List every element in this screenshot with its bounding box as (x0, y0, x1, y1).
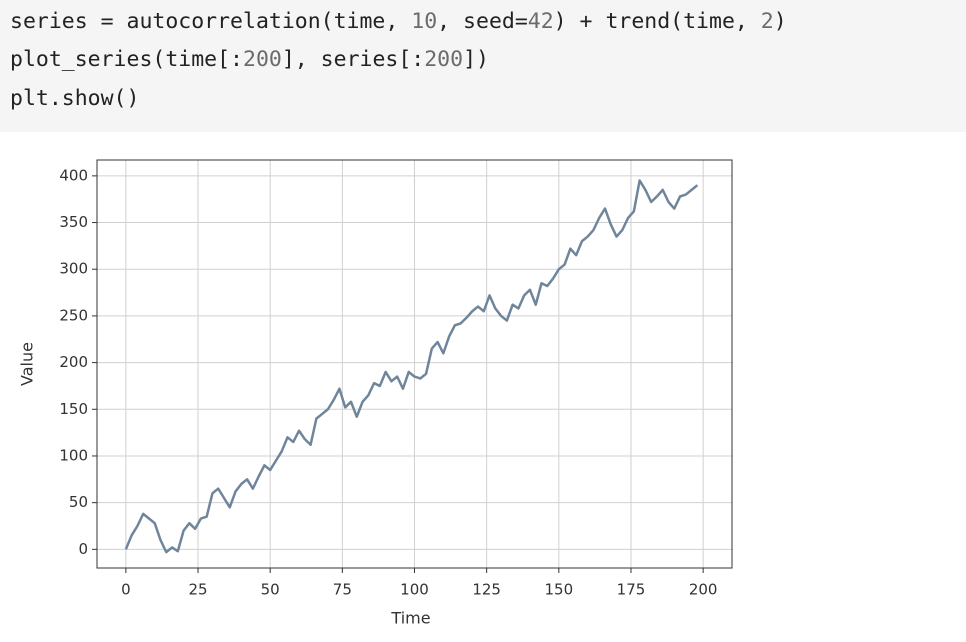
y-tick-label: 350 (59, 213, 88, 231)
x-tick-label: 100 (400, 581, 429, 599)
x-axis-label: Time (390, 609, 430, 628)
y-tick-label: 0 (78, 540, 88, 558)
code-line: plt.show() (10, 86, 140, 111)
x-tick-label: 50 (261, 581, 280, 599)
x-tick-label: 175 (617, 581, 646, 599)
y-tick-label: 100 (59, 446, 88, 464)
code-cell: series = autocorrelation(time, 10, seed=… (0, 0, 966, 132)
code-line: plot_series(time[:200], series[:200]) (10, 47, 489, 72)
series-line (124, 179, 699, 554)
y-tick-label: 150 (59, 400, 88, 418)
x-tick-label: 125 (472, 581, 501, 599)
x-tick-label: 75 (333, 581, 352, 599)
y-tick-label: 300 (59, 260, 88, 278)
y-tick-label: 50 (69, 493, 88, 511)
y-axis-label: Value (18, 342, 37, 386)
x-tick-label: 0 (121, 581, 131, 599)
y-tick-label: 200 (59, 353, 88, 371)
x-tick-label: 150 (544, 581, 573, 599)
x-tick-label: 200 (689, 581, 718, 599)
y-tick-label: 400 (59, 166, 88, 184)
x-tick-label: 25 (188, 581, 207, 599)
y-tick-label: 250 (59, 306, 88, 324)
code-line: series = autocorrelation(time, 10, seed=… (10, 9, 787, 34)
plot-frame (96, 159, 733, 569)
